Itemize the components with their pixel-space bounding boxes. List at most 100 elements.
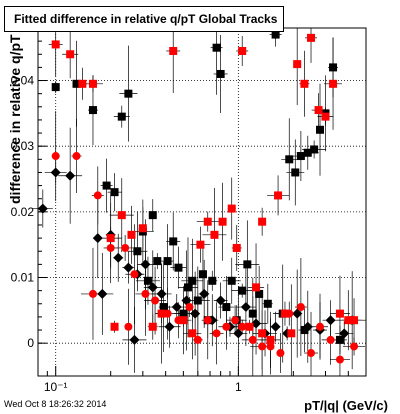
data-point xyxy=(212,329,221,338)
data-point xyxy=(121,243,130,252)
data-point xyxy=(296,152,305,161)
data-point xyxy=(292,308,303,319)
data-point xyxy=(127,230,136,239)
data-point xyxy=(216,69,225,78)
data-point xyxy=(270,321,281,332)
data-point xyxy=(183,283,192,292)
data-point xyxy=(129,334,140,345)
data-point xyxy=(293,60,302,69)
data-point xyxy=(252,283,261,292)
data-point xyxy=(210,230,219,239)
data-point xyxy=(65,170,76,181)
data-point xyxy=(303,148,312,157)
data-point xyxy=(316,125,325,134)
data-point xyxy=(88,79,97,88)
data-point xyxy=(263,299,272,308)
data-point xyxy=(258,329,267,338)
data-point xyxy=(329,63,338,72)
data-point xyxy=(92,233,103,244)
data-point xyxy=(97,288,108,299)
x-tick-label: 1 xyxy=(235,380,242,394)
data-point xyxy=(88,289,97,298)
data-point xyxy=(151,296,160,305)
data-point xyxy=(251,318,262,329)
data-point xyxy=(258,342,267,351)
y-tick-label: 0.03 xyxy=(11,139,35,153)
data-point xyxy=(169,46,178,55)
timestamp: Wed Oct 8 18:26:32 2014 xyxy=(4,399,107,409)
data-point xyxy=(78,79,87,88)
data-point xyxy=(143,276,152,285)
data-point xyxy=(203,316,212,325)
data-point xyxy=(148,211,157,220)
data-point xyxy=(300,79,309,88)
data-point xyxy=(88,106,97,115)
chart-title: Fitted difference in relative q/pT Globa… xyxy=(14,12,278,26)
data-point xyxy=(117,112,126,121)
data-point xyxy=(276,349,285,358)
data-point xyxy=(238,46,247,55)
data-point xyxy=(157,309,166,318)
data-point xyxy=(156,288,167,299)
data-point xyxy=(238,322,247,331)
data-point xyxy=(198,270,207,279)
data-point xyxy=(141,289,150,298)
data-point xyxy=(174,316,183,325)
data-point xyxy=(310,145,319,154)
data-point xyxy=(188,329,197,338)
data-point xyxy=(245,322,254,331)
x-axis-label: pT/|q| (GeV/c) xyxy=(304,398,388,413)
data-point xyxy=(193,335,202,344)
data-point xyxy=(169,237,178,246)
data-point xyxy=(110,188,119,197)
data-point xyxy=(138,224,147,233)
data-point xyxy=(51,83,60,92)
data-point xyxy=(159,303,168,312)
data-points xyxy=(37,30,359,364)
data-point xyxy=(307,349,316,358)
data-point xyxy=(113,252,124,263)
data-point xyxy=(300,326,309,335)
y-tick-label: 0.04 xyxy=(11,74,35,88)
data-point xyxy=(212,43,221,52)
y-tick-label: 0.01 xyxy=(11,271,35,285)
data-point xyxy=(193,296,202,305)
y-tick-label: 0.02 xyxy=(11,205,35,219)
data-point xyxy=(203,217,212,226)
data-point xyxy=(37,203,48,214)
data-point xyxy=(231,316,240,325)
data-point xyxy=(238,286,247,295)
data-point xyxy=(66,50,75,59)
data-point xyxy=(222,303,231,312)
data-point xyxy=(185,303,194,312)
data-point xyxy=(124,322,133,331)
axis-ticks: 0 0.01 0.02 0.03 0.04 10⁻¹ 1 xyxy=(11,40,349,394)
data-point xyxy=(147,282,158,293)
data-point xyxy=(258,217,267,226)
data-point xyxy=(51,40,60,49)
data-point xyxy=(179,309,188,318)
data-point xyxy=(316,322,325,331)
data-point xyxy=(181,295,192,306)
data-point xyxy=(291,168,300,177)
data-point xyxy=(266,335,275,344)
data-point xyxy=(287,329,296,338)
data-point xyxy=(325,315,336,326)
data-point xyxy=(339,328,350,339)
data-point xyxy=(72,79,81,88)
data-point xyxy=(271,30,280,39)
data-point xyxy=(190,308,201,319)
y-tick-label: 0 xyxy=(27,336,34,350)
data-point xyxy=(106,234,115,243)
data-point xyxy=(215,295,226,306)
data-point xyxy=(335,355,344,364)
data-point xyxy=(179,316,188,325)
data-point xyxy=(130,270,139,279)
data-point xyxy=(350,342,359,351)
data-point xyxy=(164,321,175,332)
title-box xyxy=(4,6,284,32)
data-point xyxy=(314,106,323,115)
data-point xyxy=(106,243,115,252)
data-point xyxy=(123,262,134,273)
data-point xyxy=(188,276,197,285)
